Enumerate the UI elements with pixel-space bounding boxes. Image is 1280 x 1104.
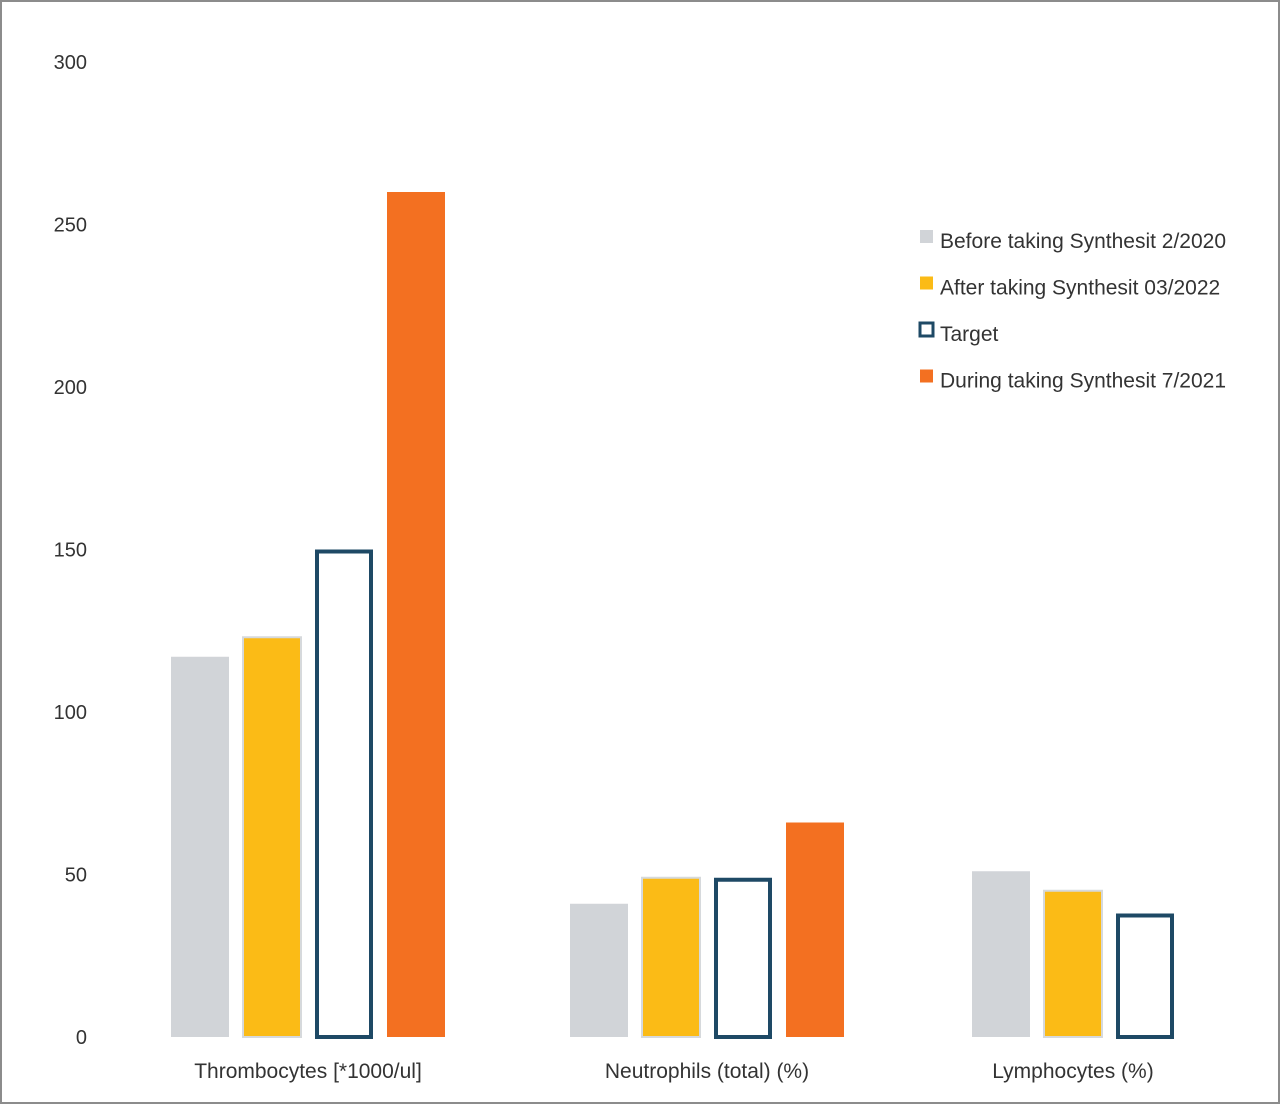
bar-1-1 (171, 656, 229, 1037)
y-tick-label: 50 (65, 865, 87, 887)
x-category-label: Thrombocytes [*1000/ul] (194, 1060, 422, 1083)
y-axis: 0 50 100 150 200 250 300 (54, 52, 87, 1049)
bar-3-1 (972, 871, 1030, 1037)
bar-3-2 (1043, 889, 1103, 1038)
x-category-label: Neutrophils (total) (%) (605, 1060, 809, 1083)
bar-1-2 (242, 636, 302, 1038)
bar-2-1 (570, 903, 628, 1037)
bar-1-3 (315, 549, 373, 1039)
y-tick-label: 0 (76, 1027, 87, 1049)
x-category-label: Lymphocytes (%) (992, 1060, 1153, 1083)
bar-2-3 (714, 877, 772, 1039)
legend-label-2: After taking Synthesit 03/2022 (940, 277, 1220, 300)
legend-label-3: Target (940, 323, 999, 346)
y-tick-label: 200 (54, 377, 87, 399)
x-axis: Thrombocytes [*1000/ul] Neutrophils (tota… (194, 1060, 1154, 1083)
legend-swatch-1 (920, 230, 933, 243)
legend-swatch-2 (920, 276, 933, 290)
plot-area (171, 192, 1174, 1039)
bar-3-3 (1116, 913, 1174, 1039)
y-tick-label: 250 (54, 215, 87, 237)
y-tick-label: 150 (54, 540, 87, 562)
legend-swatch-3 (918, 321, 935, 338)
y-tick-label: 100 (54, 702, 87, 724)
legend-label-4: During taking Synthesit 7/2021 (940, 370, 1226, 393)
legend-swatch-4 (920, 369, 933, 383)
bar-1-4 (387, 192, 445, 1037)
legend: Before taking Synthesit 2/2020 After taki… (918, 230, 1226, 393)
legend-label-1: Before taking Synthesit 2/2020 (940, 230, 1226, 253)
y-tick-label: 300 (54, 52, 87, 74)
bar-2-2 (641, 876, 701, 1038)
bar-2-4 (786, 822, 844, 1037)
